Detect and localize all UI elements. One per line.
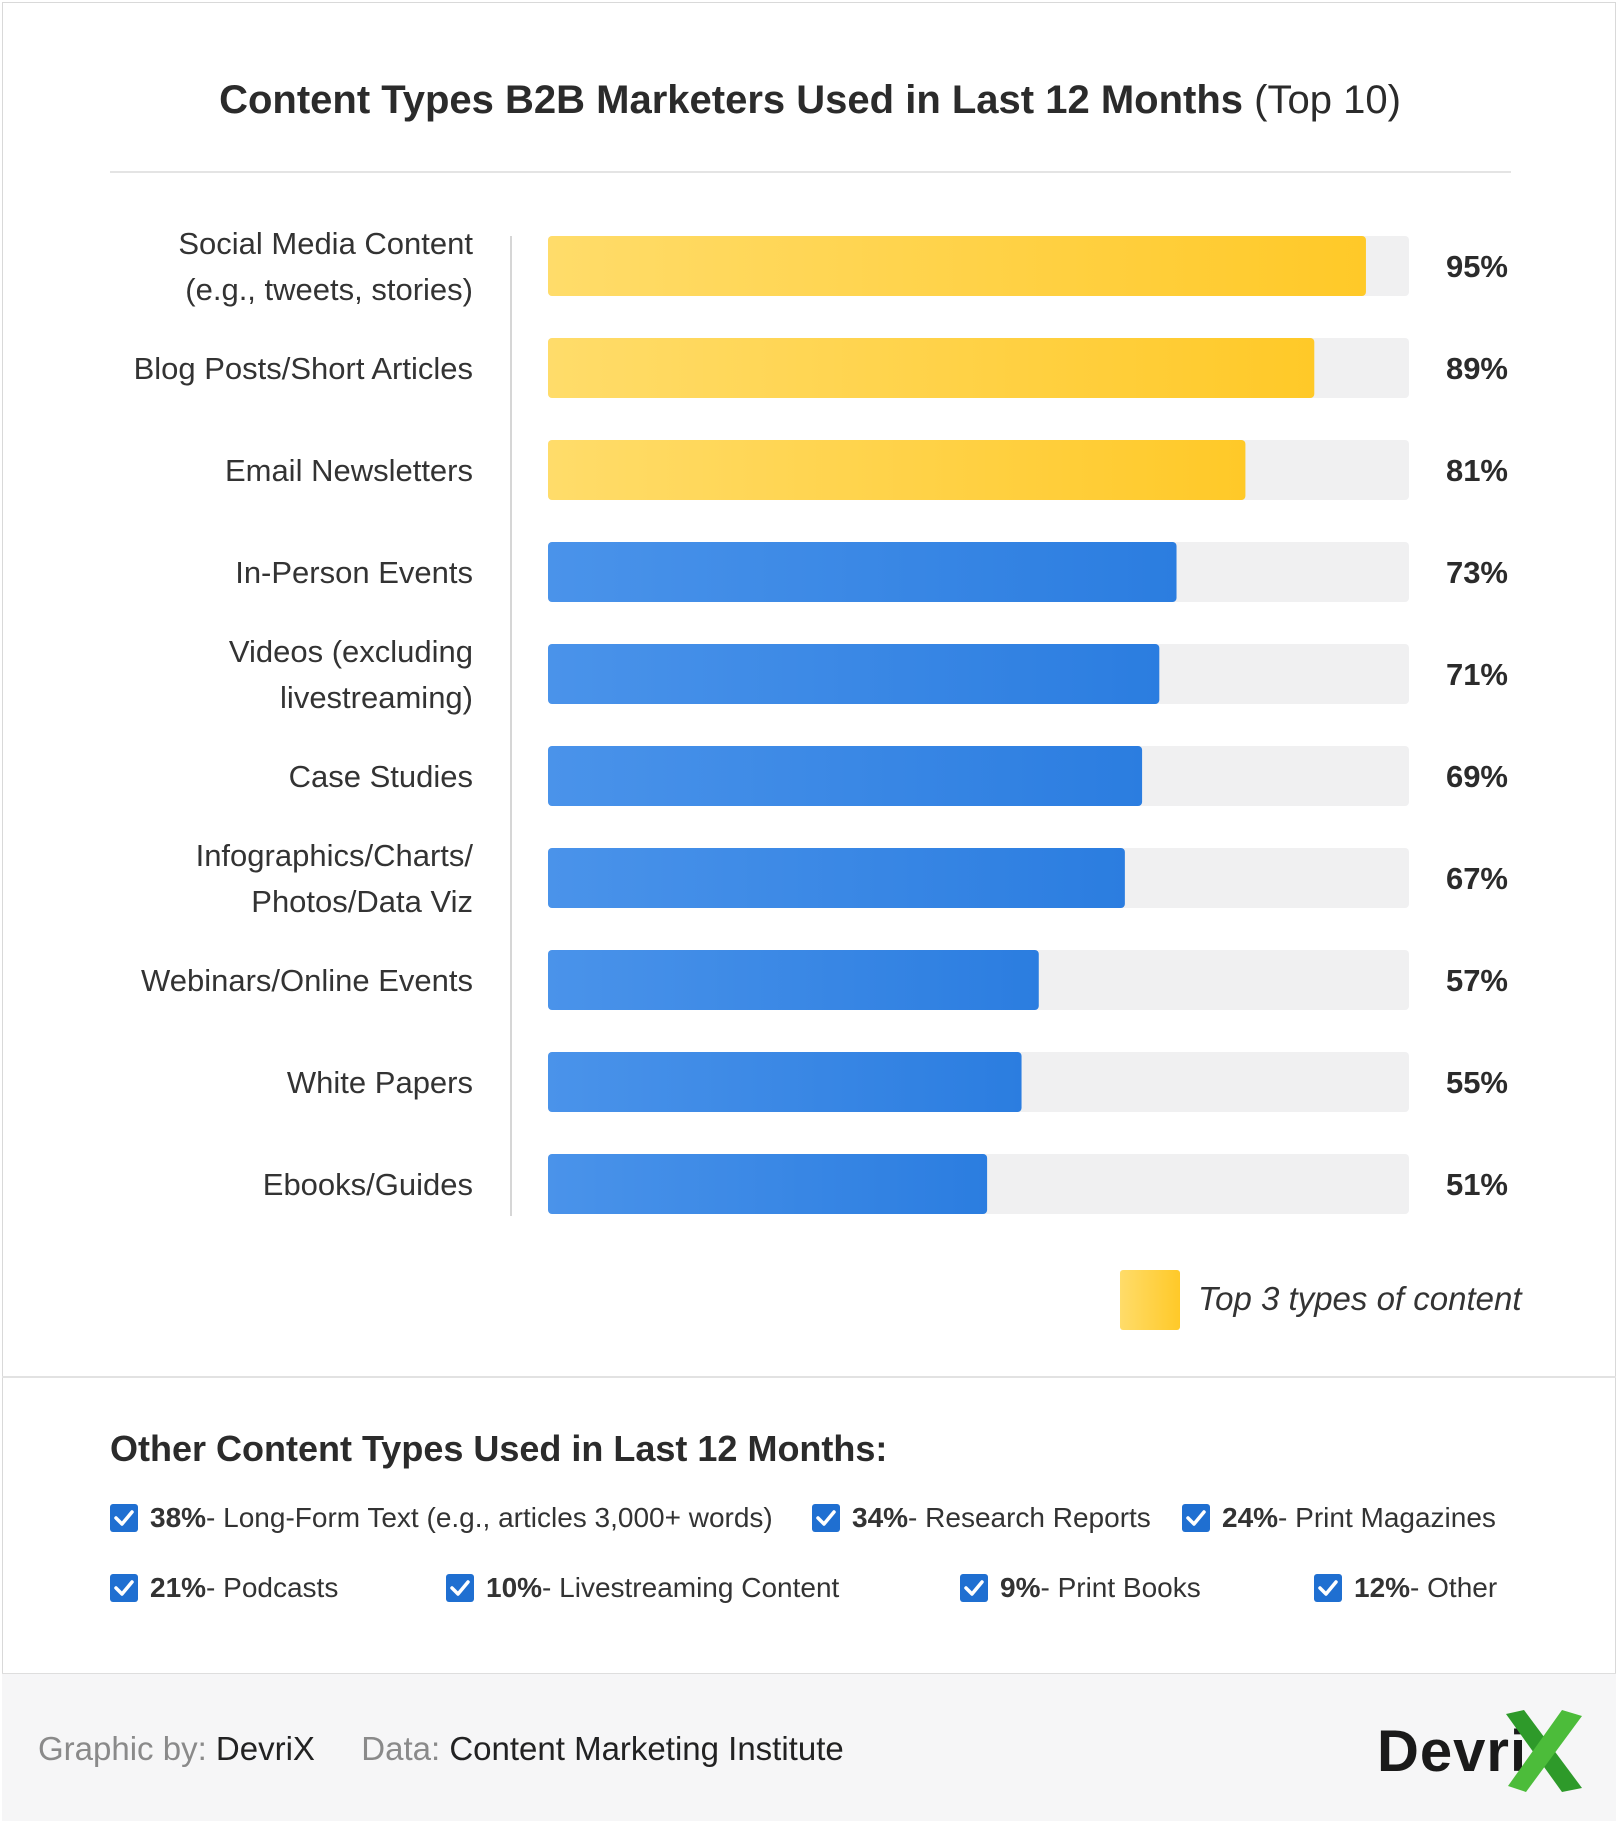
other-type-item: 21% - Podcasts <box>110 1572 338 1604</box>
value-label: 55% <box>1446 1065 1508 1100</box>
category-label: Blog Posts/Short Articles <box>134 351 473 386</box>
other-type-item: 10% - Livestreaming Content <box>446 1572 839 1604</box>
other-type-label: - Podcasts <box>206 1572 339 1603</box>
footer: Graphic by: DevriX Data: Content Marketi… <box>2 1673 1616 1821</box>
value-label: 95% <box>1446 249 1508 284</box>
bar <box>548 440 1246 500</box>
checkbox-checked-icon <box>812 1504 840 1532</box>
value-label: 73% <box>1446 555 1508 590</box>
bar <box>548 1052 1022 1112</box>
devrix-logo-text: Devri <box>1377 1719 1528 1784</box>
other-type-label: - Other <box>1410 1572 1498 1603</box>
title-divider <box>110 171 1511 173</box>
other-type-percent: 24% <box>1222 1502 1279 1533</box>
other-type-percent: 12% <box>1354 1572 1411 1603</box>
value-label: 69% <box>1446 759 1508 794</box>
graphic-by-value: DevriX <box>215 1730 315 1767</box>
other-types-title: Other Content Types Used in Last 12 Mont… <box>110 1428 888 1469</box>
chart-title-main: Content Types B2B Marketers Used in Last… <box>219 78 1244 122</box>
value-label: 71% <box>1446 657 1508 692</box>
other-type-item: 38% - Long-Form Text (e.g., articles 3,0… <box>110 1502 773 1534</box>
value-label: 57% <box>1446 963 1508 998</box>
devrix-x-logo-icon <box>1506 1710 1582 1792</box>
chart-title-suffix: (Top 10) <box>1254 78 1401 122</box>
bar <box>548 338 1315 398</box>
footer-credits: Graphic by: DevriX Data: Content Marketi… <box>38 1730 844 1768</box>
checkbox-checked-icon <box>960 1574 988 1602</box>
value-label: 89% <box>1446 351 1508 386</box>
category-label: Ebooks/Guides <box>263 1167 473 1202</box>
other-type-item: 34% - Research Reports <box>812 1502 1151 1534</box>
bar <box>548 644 1160 704</box>
bar <box>548 848 1125 908</box>
other-type-label: - Livestreaming Content <box>542 1572 840 1603</box>
bar-chart: Social Media Content (e.g., tweets, stori… <box>134 226 1508 1216</box>
other-type-label: - Long-Form Text (e.g., articles 3,000+ … <box>206 1502 773 1533</box>
checkbox-checked-icon <box>1314 1574 1342 1602</box>
other-type-label: - Print Books <box>1040 1572 1201 1603</box>
bar <box>548 950 1039 1010</box>
chart-title: Content Types B2B Marketers Used in Last… <box>0 78 1620 123</box>
category-label: Webinars/Online Events <box>141 963 473 998</box>
graphic-by-label: Graphic by: <box>38 1730 207 1767</box>
category-label: Case Studies <box>289 759 473 794</box>
category-label: Infographics/Charts/Photos/Data Viz <box>196 838 474 919</box>
value-label: 81% <box>1446 453 1508 488</box>
other-type-percent: 10% <box>486 1572 543 1603</box>
data-source: Content Marketing Institute <box>449 1730 844 1767</box>
data-label: Data: <box>361 1730 441 1767</box>
other-type-item: 12% - Other <box>1314 1572 1497 1604</box>
other-type-item: 24% - Print Magazines <box>1182 1502 1496 1534</box>
checkbox-checked-icon <box>446 1574 474 1602</box>
bar <box>548 542 1177 602</box>
category-label: Videos (excluding livestreaming) <box>229 634 473 715</box>
category-label: In-Person Events <box>235 555 473 590</box>
category-label: Email Newsletters <box>225 453 473 488</box>
other-type-label: - Research Reports <box>908 1502 1151 1533</box>
checkbox-checked-icon <box>110 1574 138 1602</box>
other-type-percent: 34% <box>852 1502 909 1533</box>
other-type-label: - Print Magazines <box>1278 1502 1496 1533</box>
checkbox-checked-icon <box>1182 1504 1210 1532</box>
category-label: White Papers <box>287 1065 473 1100</box>
other-type-percent: 9% <box>1000 1572 1041 1603</box>
value-label: 67% <box>1446 861 1508 896</box>
category-label: Social Media Content (e.g., tweets, stori… <box>178 226 473 307</box>
bar <box>548 236 1366 296</box>
other-type-percent: 21% <box>150 1572 207 1603</box>
value-label: 51% <box>1446 1167 1508 1202</box>
other-type-item: 9% - Print Books <box>960 1572 1201 1604</box>
legend-swatch <box>1120 1270 1180 1330</box>
other-type-percent: 38% <box>150 1502 207 1533</box>
bar <box>548 746 1143 806</box>
checkbox-checked-icon <box>110 1504 138 1532</box>
bar <box>548 1154 988 1214</box>
section-divider <box>2 1376 1616 1378</box>
legend-label: Top 3 types of content <box>1198 1280 1522 1317</box>
